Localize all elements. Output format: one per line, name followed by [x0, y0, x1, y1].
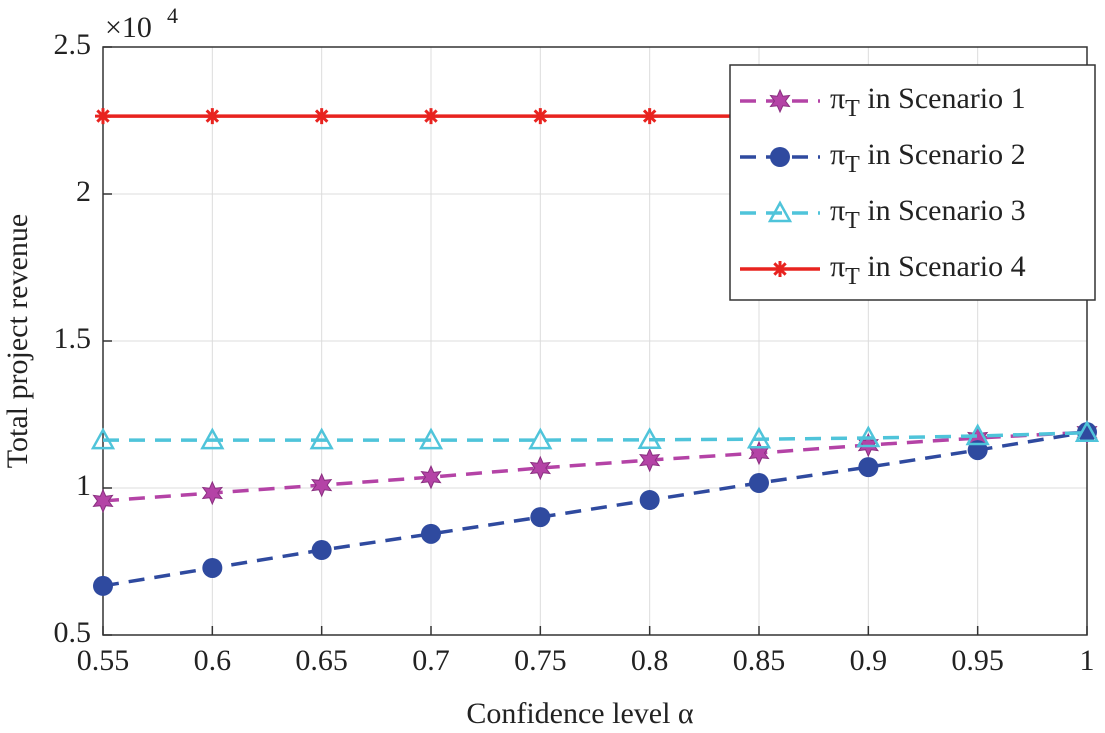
marker: [311, 540, 332, 561]
marker: [637, 427, 662, 450]
x-tick-label: 0.6: [194, 644, 232, 677]
legend-label: πT in Scenario 3: [830, 194, 1026, 234]
x-tick-label: 0.8: [631, 644, 669, 677]
marker: [858, 457, 879, 478]
marker: [95, 108, 111, 125]
marker: [769, 88, 791, 114]
x-tick-label: 0.65: [295, 644, 348, 677]
marker: [311, 472, 333, 498]
marker: [770, 147, 790, 167]
y-tick-label: 0.5: [54, 616, 92, 649]
marker: [421, 523, 441, 544]
y-tick-label: 1.5: [54, 322, 92, 355]
marker: [420, 464, 442, 490]
y-tick-label: 2.5: [54, 28, 92, 61]
marker: [202, 557, 223, 578]
marker: [90, 427, 116, 450]
marker: [313, 108, 330, 125]
y-multiplier-exponent: 4: [167, 3, 178, 28]
x-tick-label: 0.95: [951, 644, 1004, 677]
x-tick-label: 0.9: [850, 644, 888, 677]
marker: [532, 108, 549, 125]
x-tick-label: 0.75: [514, 644, 567, 677]
marker: [746, 426, 772, 449]
marker: [767, 200, 793, 223]
marker: [772, 261, 788, 277]
x-axis-label: Confidence level α: [466, 697, 694, 730]
marker: [639, 490, 660, 511]
marker: [92, 488, 114, 514]
marker: [528, 427, 553, 450]
x-tick-label: 0.55: [77, 644, 130, 677]
marker: [856, 425, 881, 448]
marker: [639, 447, 661, 473]
marker: [965, 423, 990, 446]
series-line: [103, 430, 1088, 442]
x-tick-label: 0.85: [733, 644, 786, 677]
y-tick-label: 1: [76, 469, 91, 502]
marker: [1077, 422, 1097, 443]
series-line: [102, 430, 1088, 503]
marker: [749, 473, 769, 494]
series-line: [102, 430, 1088, 588]
marker: [204, 108, 221, 125]
marker: [309, 427, 334, 450]
marker: [418, 427, 444, 450]
y-tick-label: 2: [76, 175, 91, 208]
marker: [201, 480, 223, 506]
marker: [423, 108, 439, 125]
legend-box: [729, 64, 1096, 301]
marker: [93, 575, 113, 596]
x-tick-label: 1: [1080, 644, 1095, 677]
legend-label: πT in Scenario 4: [830, 250, 1026, 290]
legend-label: πT in Scenario 1: [830, 82, 1026, 122]
marker: [641, 108, 658, 125]
marker: [530, 507, 551, 528]
plot-frame: [102, 46, 1088, 636]
y-multiplier: ×10: [105, 11, 152, 44]
marker: [529, 455, 551, 481]
marker: [1074, 420, 1100, 442]
x-tick-label: 0.7: [412, 644, 450, 677]
marker: [200, 427, 225, 450]
legend-label: πT in Scenario 2: [830, 138, 1026, 178]
y-axis-label: Total project revenue: [1, 214, 34, 468]
